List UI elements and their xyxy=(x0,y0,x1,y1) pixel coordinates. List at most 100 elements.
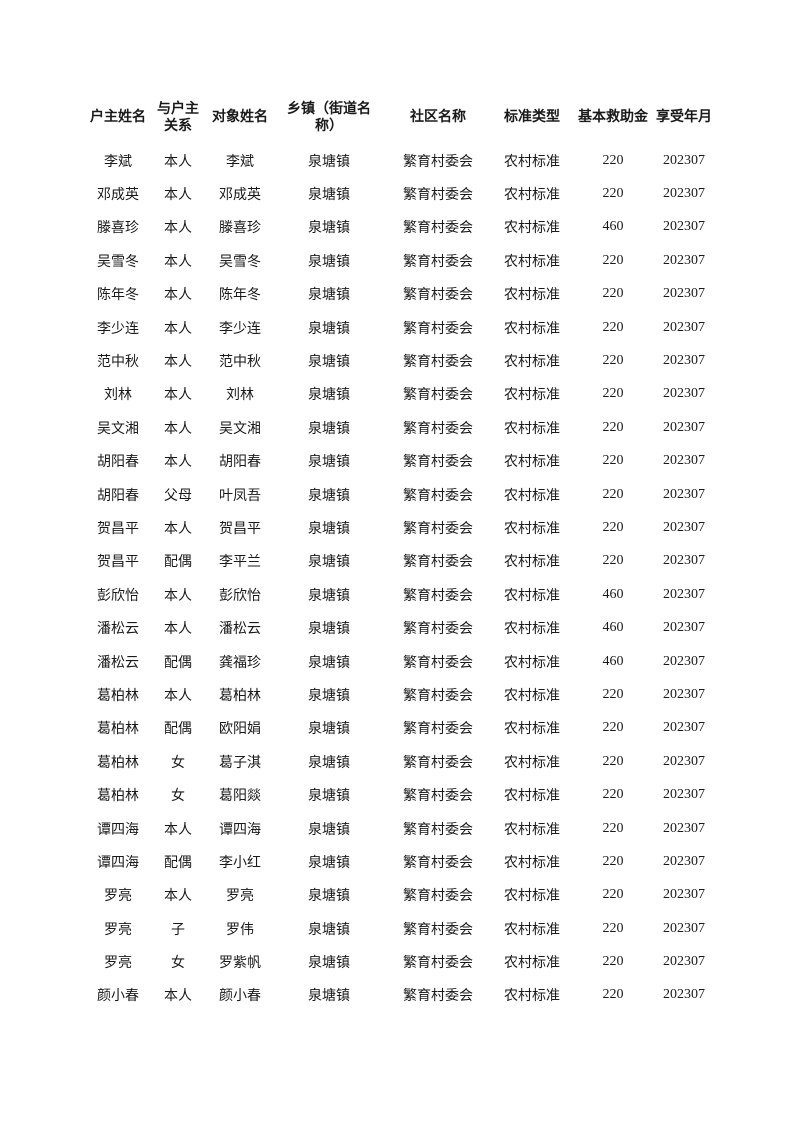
table-cell: 胡阳春 xyxy=(97,455,139,471)
table-cell: 繁育村委会 xyxy=(403,956,473,972)
table-row: 陈年冬 本人 陈年冬 泉塘镇 繁育村委会 农村标准 220 202307 xyxy=(88,278,716,311)
table-cell: 泉塘镇 xyxy=(308,521,350,537)
table-cell: 泉塘镇 xyxy=(308,989,350,1005)
table-cell: 本人 xyxy=(164,355,192,371)
table-header-row: 户主姓名 与户主 关系 对象姓名 乡镇（街道名 称） 社区名称 标准类型 基本救… xyxy=(88,92,716,144)
table-cell: 邓成英 xyxy=(97,188,139,204)
column-header-basic-aid-amount: 基本救助金 xyxy=(578,110,648,126)
table-row: 李少连 本人 李少连 泉塘镇 繁育村委会 农村标准 220 202307 xyxy=(88,311,716,344)
table-cell: 202307 xyxy=(663,553,705,569)
table-cell: 220 xyxy=(602,319,624,335)
table-cell: 220 xyxy=(602,686,624,702)
table-cell: 颜小春 xyxy=(97,989,139,1005)
table-cell: 泉塘镇 xyxy=(308,822,350,838)
table-cell: 220 xyxy=(602,720,624,736)
table-cell: 本人 xyxy=(164,221,192,237)
table-cell: 农村标准 xyxy=(504,622,560,638)
table-cell: 202307 xyxy=(663,453,705,469)
table-cell: 繁育村委会 xyxy=(403,455,473,471)
table-row: 葛柏林 女 葛阳燚 泉塘镇 繁育村委会 农村标准 220 202307 xyxy=(88,778,716,811)
table-cell: 农村标准 xyxy=(504,956,560,972)
table-cell: 女 xyxy=(171,755,185,771)
table-cell: 农村标准 xyxy=(504,688,560,704)
table-cell: 本人 xyxy=(164,288,192,304)
table-cell: 本人 xyxy=(164,989,192,1005)
table-cell: 吴雪冬 xyxy=(97,254,139,270)
table-cell: 220 xyxy=(602,353,624,369)
table-row: 胡阳春 本人 胡阳春 泉塘镇 繁育村委会 农村标准 220 202307 xyxy=(88,445,716,478)
table-cell: 谭四海 xyxy=(219,822,261,838)
table-cell: 繁育村委会 xyxy=(403,655,473,671)
table-cell: 泉塘镇 xyxy=(308,254,350,270)
table-cell: 202307 xyxy=(663,920,705,936)
table-row: 葛柏林 女 葛子淇 泉塘镇 繁育村委会 农村标准 220 202307 xyxy=(88,745,716,778)
table-cell: 胡阳春 xyxy=(219,455,261,471)
table-cell: 农村标准 xyxy=(504,188,560,204)
table-cell: 欧阳娟 xyxy=(219,722,261,738)
table-cell: 220 xyxy=(602,787,624,803)
table-cell: 繁育村委会 xyxy=(403,154,473,170)
table-cell: 220 xyxy=(602,419,624,435)
table-cell: 220 xyxy=(602,519,624,535)
table-cell: 本人 xyxy=(164,321,192,337)
column-header-householder-name: 户主姓名 xyxy=(90,110,146,126)
table-cell: 吴文湘 xyxy=(219,421,261,437)
table-cell: 滕喜珍 xyxy=(219,221,261,237)
table-cell: 农村标准 xyxy=(504,221,560,237)
table-cell: 邓成英 xyxy=(219,188,261,204)
table-cell: 泉塘镇 xyxy=(308,889,350,905)
table-cell: 谭四海 xyxy=(97,822,139,838)
table-row: 罗亮 本人 罗亮 泉塘镇 繁育村委会 农村标准 220 202307 xyxy=(88,879,716,912)
table-cell: 泉塘镇 xyxy=(308,355,350,371)
table-cell: 泉塘镇 xyxy=(308,956,350,972)
table-header: 户主姓名 与户主 关系 对象姓名 乡镇（街道名 称） 社区名称 标准类型 基本救… xyxy=(88,92,716,144)
table-cell: 泉塘镇 xyxy=(308,855,350,871)
table-row: 颜小春 本人 颜小春 泉塘镇 繁育村委会 农村标准 220 202307 xyxy=(88,979,716,1012)
table-cell: 220 xyxy=(602,152,624,168)
table-row: 贺昌平 配偶 李平兰 泉塘镇 繁育村委会 农村标准 220 202307 xyxy=(88,545,716,578)
table-cell: 泉塘镇 xyxy=(308,922,350,938)
table-cell: 本人 xyxy=(164,254,192,270)
table-row: 刘林 本人 刘林 泉塘镇 繁育村委会 农村标准 220 202307 xyxy=(88,378,716,411)
table-cell: 繁育村委会 xyxy=(403,521,473,537)
table-cell: 李斌 xyxy=(104,154,132,170)
table-cell: 繁育村委会 xyxy=(403,755,473,771)
column-header-standard-type: 标准类型 xyxy=(504,110,560,126)
table-cell: 农村标准 xyxy=(504,655,560,671)
table-cell: 460 xyxy=(602,586,624,602)
table-cell: 繁育村委会 xyxy=(403,388,473,404)
table-cell: 葛柏林 xyxy=(97,722,139,738)
table-cell: 220 xyxy=(602,853,624,869)
table-cell: 罗亮 xyxy=(104,956,132,972)
table-cell: 繁育村委会 xyxy=(403,622,473,638)
table-cell: 吴文湘 xyxy=(97,421,139,437)
table-cell: 220 xyxy=(602,486,624,502)
table-cell: 220 xyxy=(602,553,624,569)
table-cell: 葛柏林 xyxy=(97,755,139,771)
table-row: 邓成英 本人 邓成英 泉塘镇 繁育村委会 农村标准 220 202307 xyxy=(88,177,716,210)
table-cell: 本人 xyxy=(164,889,192,905)
table-cell: 泉塘镇 xyxy=(308,321,350,337)
table-cell: 繁育村委会 xyxy=(403,688,473,704)
table-row: 吴文湘 本人 吴文湘 泉塘镇 繁育村委会 农村标准 220 202307 xyxy=(88,411,716,444)
table-cell: 泉塘镇 xyxy=(308,188,350,204)
table-cell: 202307 xyxy=(663,787,705,803)
column-header-community: 社区名称 xyxy=(410,110,466,126)
table-cell: 繁育村委会 xyxy=(403,254,473,270)
table-cell: 彭欣怡 xyxy=(97,588,139,604)
table-cell: 泉塘镇 xyxy=(308,488,350,504)
table-cell: 202307 xyxy=(663,987,705,1003)
table-cell: 202307 xyxy=(663,386,705,402)
table-cell: 202307 xyxy=(663,519,705,535)
table-cell: 202307 xyxy=(663,586,705,602)
table-cell: 泉塘镇 xyxy=(308,421,350,437)
table-cell: 202307 xyxy=(663,653,705,669)
table-cell: 220 xyxy=(602,386,624,402)
table-cell: 202307 xyxy=(663,219,705,235)
table-cell: 罗紫帆 xyxy=(219,956,261,972)
table-row: 彭欣怡 本人 彭欣怡 泉塘镇 繁育村委会 农村标准 460 202307 xyxy=(88,578,716,611)
table-cell: 农村标准 xyxy=(504,588,560,604)
table-cell: 繁育村委会 xyxy=(403,922,473,938)
table-cell: 本人 xyxy=(164,421,192,437)
table-cell: 本人 xyxy=(164,388,192,404)
